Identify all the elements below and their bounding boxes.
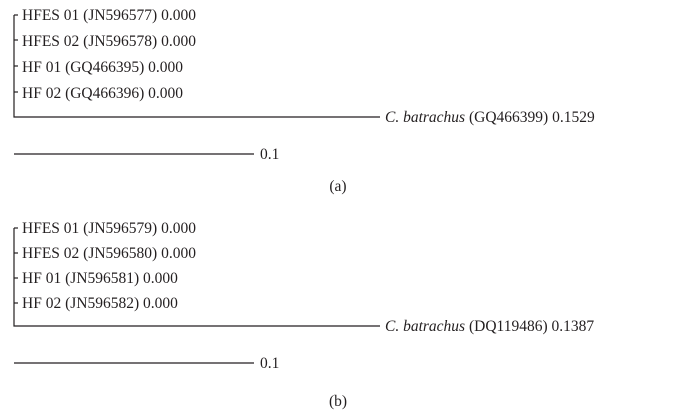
tree-a-leaf-4: HF 02 (GQ466396) 0.000 — [22, 85, 183, 102]
tree-b-leaf-3: HF 01 (JN596581) 0.000 — [22, 270, 178, 287]
tree-b-leaf-2: HFES 02 (JN596580) 0.000 — [22, 245, 196, 262]
tree-a-leaf-3: HF 01 (GQ466395) 0.000 — [22, 59, 183, 76]
panel-a-caption: (a) — [329, 178, 346, 195]
tree-b-scale-bar-label: 0.1 — [260, 355, 279, 372]
tree-a-leaf-1: HFES 01 (JN596577) 0.000 — [22, 7, 196, 24]
tree-b-root-branch — [13, 228, 380, 327]
panel-b-caption: (b) — [329, 393, 347, 410]
tree-b-outgroup-label: C. batrachus (DQ119486) 0.1387 — [385, 318, 594, 335]
tree-a-root-branch — [13, 15, 380, 118]
tree-a-outgroup-label: C. batrachus (GQ466399) 0.1529 — [385, 109, 595, 126]
tree-panel-a: HFES 01 (JN596577) 0.000 HFES 02 (JN5965… — [13, 7, 595, 195]
tree-b-leaf-4: HF 02 (JN596582) 0.000 — [22, 295, 178, 312]
tree-a-leaf-2: HFES 02 (JN596578) 0.000 — [22, 33, 196, 50]
tree-panel-b: HFES 01 (JN596579) 0.000 HFES 02 (JN5965… — [13, 220, 594, 410]
tree-b-leaf-1: HFES 01 (JN596579) 0.000 — [22, 220, 196, 237]
tree-a-scale-bar-label: 0.1 — [260, 146, 279, 163]
